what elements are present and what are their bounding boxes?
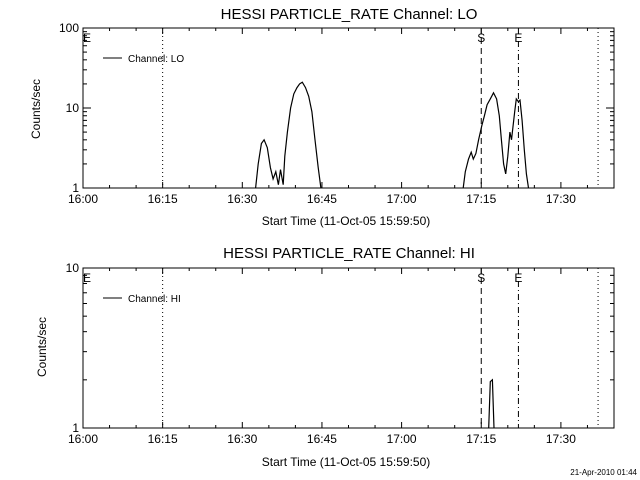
timestamp: 21-Apr-2010 01:44	[570, 468, 637, 477]
panel-lo: HESSI PARTICLE_RATE Channel: LO Counts/s…	[29, 6, 615, 228]
x-tick-label: 17:15	[466, 432, 496, 446]
legend: Channel: HI	[103, 294, 181, 305]
series-line	[255, 81, 322, 189]
legend-label: Channel: LO	[128, 54, 184, 65]
y-tick-label: 100	[59, 21, 79, 35]
x-tick-label: 16:30	[227, 432, 257, 446]
vline-layer	[162, 268, 599, 428]
x-tick-label: 16:30	[227, 192, 257, 206]
x-tick-label: 16:00	[68, 192, 98, 206]
x-tick-label: 17:30	[546, 192, 576, 206]
panel-hi: HESSI PARTICLE_RATE Channel: HI Counts/s…	[35, 245, 615, 469]
marker-label-E: E	[514, 31, 522, 45]
x-tick-label: 16:15	[148, 432, 178, 446]
chart-title: HESSI PARTICLE_RATE Channel: HI	[223, 245, 475, 262]
x-axis-label: Start Time (11-Oct-05 15:59:50)	[262, 214, 431, 228]
y-axis-label: Counts/sec	[35, 317, 49, 377]
vline-layer	[162, 28, 599, 188]
series-line	[462, 91, 530, 189]
marker-label-E: E	[83, 31, 91, 45]
marker-label-S: S	[477, 31, 485, 45]
series-layer	[255, 81, 530, 189]
marker-label-E: E	[83, 271, 91, 285]
y-tick-label: 1	[72, 421, 79, 435]
marker-label-E: E	[514, 271, 522, 285]
axes-layer: 16:00 16:15 16:30 16:45 17:00 17:15 17:30 1 10 10…	[59, 21, 615, 206]
x-tick-label: 17:15	[466, 192, 496, 206]
chart-title: HESSI PARTICLE_RATE Channel: LO	[221, 6, 478, 23]
y-tick-label: 10	[66, 101, 80, 115]
x-tick-label: 16:00	[68, 432, 98, 446]
x-axis-label: Start Time (11-Oct-05 15:59:50)	[262, 455, 431, 469]
series-layer	[488, 378, 495, 429]
x-tick-label: 17:30	[546, 432, 576, 446]
x-tick-label: 17:00	[387, 192, 417, 206]
x-tick-label: 16:45	[307, 192, 337, 206]
y-axis-label: Counts/sec	[29, 79, 43, 139]
x-tick-label: 16:45	[307, 432, 337, 446]
legend: Channel: LO	[103, 54, 184, 65]
x-tick-label: 17:00	[387, 432, 417, 446]
marker-label-S: S	[477, 271, 485, 285]
series-line	[488, 378, 495, 429]
y-tick-label: 1	[72, 181, 79, 195]
legend-label: Channel: HI	[128, 294, 181, 305]
x-tick-label: 16:15	[148, 192, 178, 206]
y-tick-label: 10	[66, 261, 80, 275]
